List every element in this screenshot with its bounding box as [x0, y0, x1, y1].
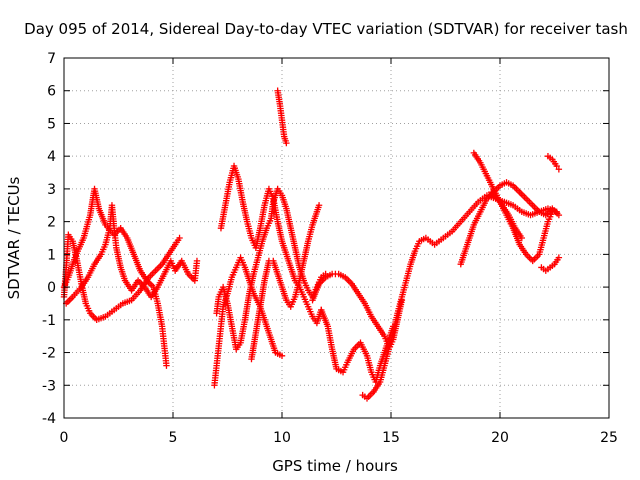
y-tick-label: 7: [47, 51, 56, 67]
data-point: [398, 296, 406, 304]
axis-ticks: 0 5 10 15 20 25 -4 -3 -2 -1 0 1 2 3 4 5 6 7: [42, 51, 618, 446]
data-point: [176, 234, 183, 242]
series-trace-l: [457, 179, 563, 268]
series-trace-c: [62, 202, 201, 307]
y-tick-label: 2: [47, 215, 56, 231]
data-point: [193, 257, 201, 265]
data-point: [163, 362, 170, 369]
data-point: [315, 202, 323, 209]
x-tick-label: 20: [491, 430, 509, 446]
y-tick-label: 0: [47, 280, 56, 296]
data-point: [549, 208, 556, 216]
y-tick-label: 6: [47, 84, 56, 100]
x-axis-label: GPS time / hours: [272, 457, 398, 475]
data-marks: [60, 87, 563, 402]
y-tick-label: 4: [47, 149, 56, 165]
x-tick-label: 10: [273, 430, 291, 446]
series-trace-p: [544, 152, 563, 173]
chart-title: Day 095 of 2014, Sidereal Day-to-day VTE…: [24, 20, 628, 38]
data-point: [553, 162, 560, 170]
series-trace-o: [538, 254, 563, 274]
series-trace-h: [274, 87, 290, 147]
data-point: [283, 139, 290, 147]
series-trace-n: [488, 188, 525, 242]
x-tick-label: 15: [382, 430, 400, 446]
grid: [64, 58, 609, 418]
y-tick-label: 1: [47, 247, 56, 263]
series-trace-i: [309, 192, 560, 350]
y-tick-label: -3: [42, 378, 56, 394]
data-point: [555, 211, 563, 219]
data-point: [278, 352, 286, 360]
series-trace-g: [248, 202, 323, 363]
series-trace-f: [217, 162, 325, 327]
series-trace-k: [359, 296, 406, 402]
y-tick-label: -4: [42, 411, 56, 427]
y-tick-label: -2: [42, 346, 56, 362]
series-trace-b: [60, 231, 183, 324]
series-trace-j: [318, 306, 397, 386]
y-tick-label: 5: [47, 116, 56, 132]
x-tick-label: 0: [60, 430, 69, 446]
y-tick-label: -1: [42, 313, 56, 329]
series-trace-d: [211, 254, 286, 389]
series-trace-e: [213, 185, 329, 353]
data-point: [555, 254, 563, 261]
data-point: [518, 234, 525, 242]
y-axis-label: SDTVAR / TECUs: [5, 176, 23, 299]
y-tick-label: 3: [47, 182, 56, 198]
x-tick-label: 5: [169, 430, 178, 446]
data-point: [555, 166, 563, 173]
plot-frame: [63, 57, 610, 419]
x-tick-label: 25: [600, 430, 618, 446]
